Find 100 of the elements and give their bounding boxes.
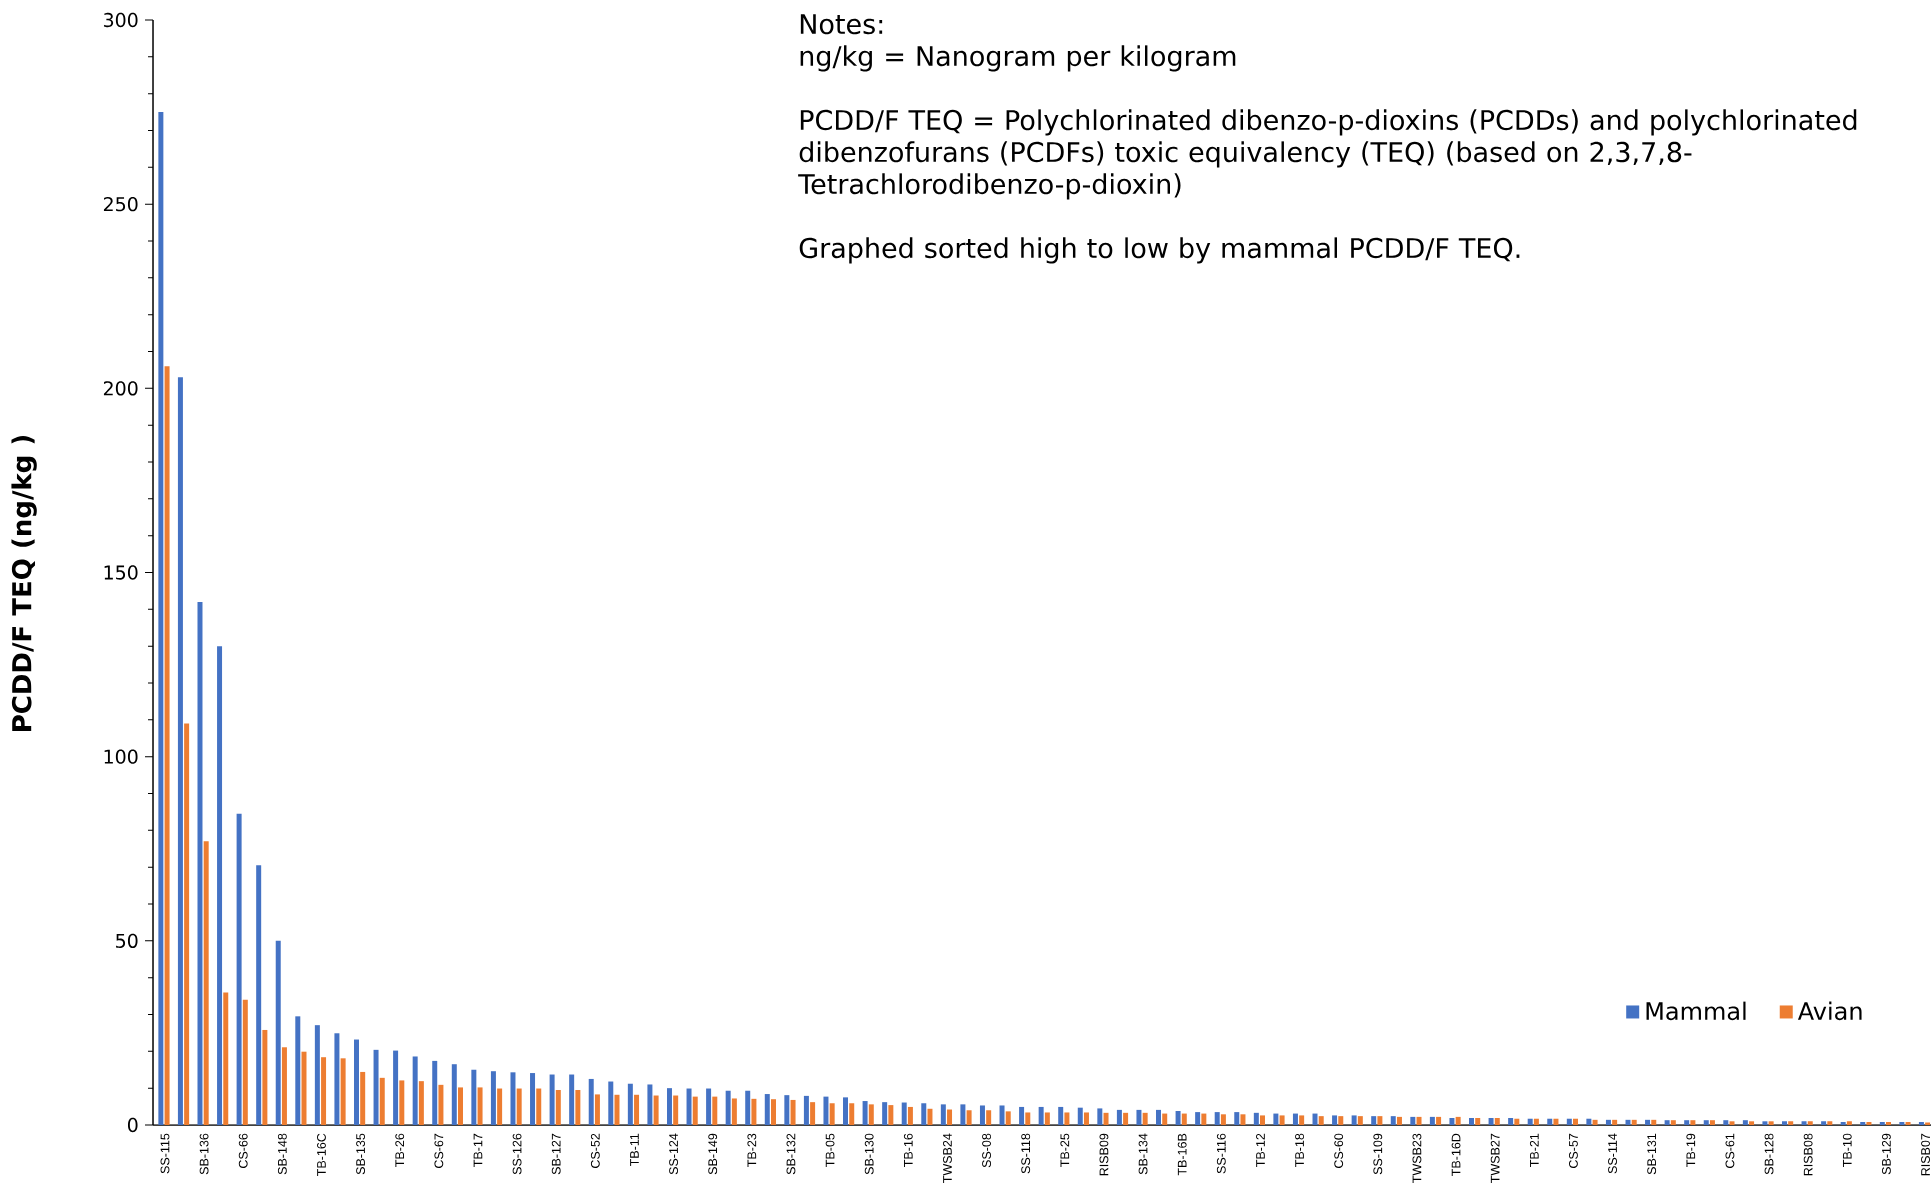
bar bbox=[1390, 1116, 1396, 1125]
bar bbox=[516, 1088, 522, 1125]
bar bbox=[888, 1105, 894, 1125]
bar bbox=[1801, 1121, 1807, 1125]
bar bbox=[1899, 1122, 1905, 1125]
bar bbox=[177, 377, 183, 1125]
bar bbox=[1429, 1116, 1435, 1125]
x-tick-label: RISB09 bbox=[1099, 1133, 1109, 1176]
bar bbox=[1631, 1119, 1637, 1125]
bar bbox=[1136, 1109, 1142, 1125]
x-tick-label: SB-132 bbox=[786, 1133, 796, 1175]
bar bbox=[627, 1083, 633, 1125]
y-tick-label: 100 bbox=[104, 749, 138, 764]
x-tick-label: TWSB23 bbox=[1412, 1133, 1422, 1183]
x-tick-label: CS-67 bbox=[434, 1133, 444, 1168]
bar bbox=[1625, 1119, 1631, 1125]
bar bbox=[1879, 1122, 1885, 1125]
bar bbox=[1005, 1111, 1011, 1125]
bar bbox=[1573, 1118, 1579, 1125]
bar bbox=[1729, 1121, 1735, 1125]
bar bbox=[979, 1105, 985, 1125]
bar bbox=[1351, 1115, 1357, 1125]
bar bbox=[966, 1110, 972, 1125]
bar bbox=[1684, 1120, 1690, 1125]
bar bbox=[1886, 1122, 1891, 1125]
bar bbox=[432, 1060, 438, 1125]
bar bbox=[281, 1047, 287, 1125]
bar bbox=[594, 1094, 600, 1125]
y-tick-label: 250 bbox=[103, 196, 138, 212]
bar bbox=[1416, 1116, 1422, 1125]
x-tick-label: SB-128 bbox=[1764, 1133, 1774, 1175]
bar bbox=[1846, 1121, 1852, 1125]
bar bbox=[203, 841, 209, 1125]
bar bbox=[1044, 1112, 1050, 1125]
bar bbox=[217, 646, 223, 1125]
bar bbox=[1553, 1118, 1559, 1125]
bar bbox=[1494, 1117, 1500, 1125]
bar bbox=[1605, 1119, 1611, 1125]
bar bbox=[510, 1072, 516, 1125]
x-tick-label: TB-26 bbox=[395, 1133, 405, 1167]
x-tick-label: SB-136 bbox=[199, 1133, 209, 1175]
bar bbox=[490, 1071, 496, 1125]
annotation: PCDD/F TEQ = Polychlorinated dibenzo-p-dioxins (PCDDs) and polychlorinated dibenzofurans (PCDFs) toxic equivalency (TEQ) (based on 2,3,7,8-Tetrachlorodibenzo-p-dioxin) bbox=[798, 109, 1857, 200]
bar bbox=[1586, 1118, 1592, 1125]
bar bbox=[1318, 1116, 1324, 1125]
y-tick-label: 200 bbox=[103, 381, 138, 396]
bar bbox=[1781, 1121, 1787, 1125]
legend-label: Avian bbox=[1797, 1001, 1862, 1021]
bar bbox=[1260, 1115, 1266, 1125]
bar bbox=[1123, 1112, 1129, 1125]
bar bbox=[164, 366, 170, 1125]
x-tick-label: SS-118 bbox=[1021, 1133, 1031, 1174]
bar bbox=[673, 1095, 679, 1125]
bar bbox=[947, 1109, 953, 1125]
bar bbox=[477, 1087, 483, 1125]
bar bbox=[1566, 1118, 1572, 1125]
x-tick-label: SS-126 bbox=[512, 1133, 522, 1175]
y-tick-label: 150 bbox=[104, 565, 138, 580]
bar bbox=[497, 1088, 503, 1125]
x-tick-label: SS-115 bbox=[160, 1133, 170, 1174]
y-tick-label: 300 bbox=[103, 12, 138, 28]
x-tick-label: CS-60 bbox=[1334, 1133, 1344, 1168]
x-tick-label: TB-12 bbox=[1256, 1133, 1265, 1167]
bar bbox=[555, 1089, 561, 1125]
bar bbox=[184, 723, 190, 1125]
x-tick-label: TB-21 bbox=[1529, 1133, 1539, 1167]
bar bbox=[1840, 1122, 1846, 1125]
bar bbox=[745, 1090, 751, 1125]
bar bbox=[1142, 1112, 1148, 1125]
bar bbox=[471, 1069, 477, 1125]
bar bbox=[1025, 1112, 1031, 1125]
bar bbox=[901, 1102, 907, 1125]
x-tick-label: TB-11 bbox=[630, 1133, 639, 1167]
bar bbox=[927, 1108, 933, 1125]
bar bbox=[412, 1056, 418, 1125]
bar bbox=[862, 1101, 868, 1125]
bar bbox=[751, 1098, 757, 1125]
bar bbox=[1332, 1115, 1338, 1125]
bar bbox=[340, 1058, 346, 1125]
bar bbox=[1377, 1116, 1383, 1125]
bar bbox=[940, 1104, 946, 1125]
bar bbox=[1925, 1122, 1931, 1125]
bar bbox=[647, 1084, 653, 1125]
bar bbox=[1064, 1112, 1070, 1125]
x-tick-label: SB-135 bbox=[356, 1133, 366, 1175]
bar bbox=[1181, 1113, 1187, 1125]
bar bbox=[536, 1088, 542, 1125]
x-tick-label: TWSB24 bbox=[943, 1133, 952, 1183]
bar bbox=[1371, 1116, 1377, 1125]
annotation: Graphed sorted high to low by mammal PCDD/F TEQ. bbox=[799, 237, 1520, 264]
bar bbox=[1195, 1112, 1201, 1125]
bar bbox=[1410, 1116, 1416, 1125]
x-tick-label: TB-23 bbox=[747, 1133, 757, 1167]
bar bbox=[1162, 1113, 1168, 1125]
bar bbox=[692, 1096, 698, 1125]
bar bbox=[451, 1064, 457, 1125]
bar bbox=[1469, 1117, 1475, 1125]
bar bbox=[360, 1071, 366, 1125]
bar bbox=[666, 1088, 672, 1125]
x-tick-label: TB-10 bbox=[1842, 1133, 1852, 1167]
